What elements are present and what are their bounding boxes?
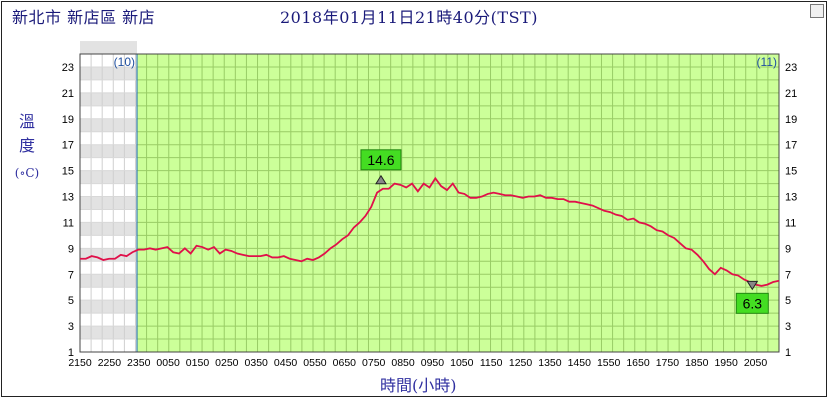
left-band [80, 196, 137, 210]
day-marker-left: (10) [114, 55, 135, 69]
left-band [80, 118, 137, 132]
x-tick-label: 1550 [597, 357, 621, 369]
x-tick-label: 0250 [215, 357, 239, 369]
y-tick-label-left: 21 [62, 88, 74, 100]
x-tick-label: 0450 [274, 357, 298, 369]
x-tick-label: 1750 [656, 357, 680, 369]
main-plot-bg [137, 54, 779, 352]
x-tick-label: 0750 [362, 357, 386, 369]
y-tick-label-left: 23 [62, 62, 74, 74]
y-tick-label-right: 9 [785, 243, 791, 255]
max-label: 14.6 [367, 152, 394, 168]
x-axis-title: 時間(小時) [380, 376, 457, 395]
x-tick-label: 2150 [68, 357, 92, 369]
y-axis-title-line2: 度 [18, 136, 35, 155]
y-tick-label-left: 7 [68, 269, 74, 281]
x-tick-label: 2250 [98, 357, 122, 369]
min-label: 6.3 [743, 295, 763, 311]
y-tick-label-left: 19 [62, 114, 74, 126]
left-band [80, 170, 137, 184]
y-tick-label-left: 11 [63, 217, 74, 229]
y-axis-unit: (∘C) [14, 166, 40, 180]
x-tick-label: 0650 [333, 357, 357, 369]
y-tick-label-left: 13 [62, 192, 74, 204]
plot-border [79, 53, 780, 353]
x-tick-label: 1350 [538, 357, 562, 369]
x-tick-label: 1850 [685, 357, 709, 369]
y-tick-label-right: 11 [785, 217, 796, 229]
y-tick-label-right: 7 [785, 269, 791, 281]
y-tick-label-left: 15 [62, 166, 74, 178]
x-tick-label: 0350 [245, 357, 269, 369]
y-tick-label-left: 17 [62, 140, 74, 152]
min-marker-icon [746, 280, 759, 291]
left-band [80, 222, 137, 236]
y-tick-label-left: 9 [68, 243, 74, 255]
y-tick-label-right: 17 [785, 140, 797, 152]
y-tick-label-right: 23 [785, 62, 797, 74]
x-tick-label: 2350 [127, 357, 151, 369]
y-axis-title: 溫 度 (∘C) [12, 110, 42, 180]
y-tick-label-right: 5 [785, 295, 791, 307]
y-tick-label-left: 3 [68, 321, 74, 333]
y-tick-label-right: 15 [785, 166, 797, 178]
day-marker-right: (11) [757, 55, 777, 69]
left-band [80, 92, 137, 106]
left-band [80, 274, 137, 288]
max-label-box [360, 149, 402, 171]
x-tick-label: 0850 [391, 357, 415, 369]
close-icon[interactable] [810, 4, 824, 18]
x-tick-label: 1950 [714, 357, 738, 369]
station-name: 新北市 新店區 新店 [12, 8, 156, 27]
y-axis-title-line1: 溫 [18, 112, 35, 131]
x-tick-label: 0950 [421, 357, 445, 369]
timestamp: 2018年01月11日21時40分(TST) [280, 8, 538, 27]
x-tick-label: 1450 [568, 357, 592, 369]
x-tick-label: 2050 [744, 357, 768, 369]
y-tick-label-left: 1 [68, 347, 74, 359]
x-tick-label: 1050 [450, 357, 474, 369]
y-tick-label-right: 19 [785, 114, 797, 126]
y-tick-label-right: 1 [785, 347, 791, 359]
x-tick-label: 1250 [509, 357, 533, 369]
x-tick-label: 0550 [303, 357, 327, 369]
left-band [80, 41, 137, 54]
left-band [80, 144, 137, 158]
y-tick-label-left: 5 [68, 295, 74, 307]
y-tick-label-right: 13 [785, 192, 797, 204]
left-band [80, 248, 137, 262]
y-tick-label-right: 21 [785, 88, 797, 100]
left-band [80, 326, 137, 340]
y-tick-label-right: 3 [785, 321, 791, 333]
min-label-box [735, 292, 769, 314]
x-tick-label: 1650 [626, 357, 650, 369]
x-tick-label: 0150 [186, 357, 210, 369]
x-tick-label: 1150 [480, 357, 503, 369]
max-marker-icon [375, 174, 387, 185]
left-band [80, 66, 137, 80]
temperature-line [80, 176, 780, 287]
left-band [80, 300, 137, 314]
x-tick-label: 0050 [156, 357, 180, 369]
